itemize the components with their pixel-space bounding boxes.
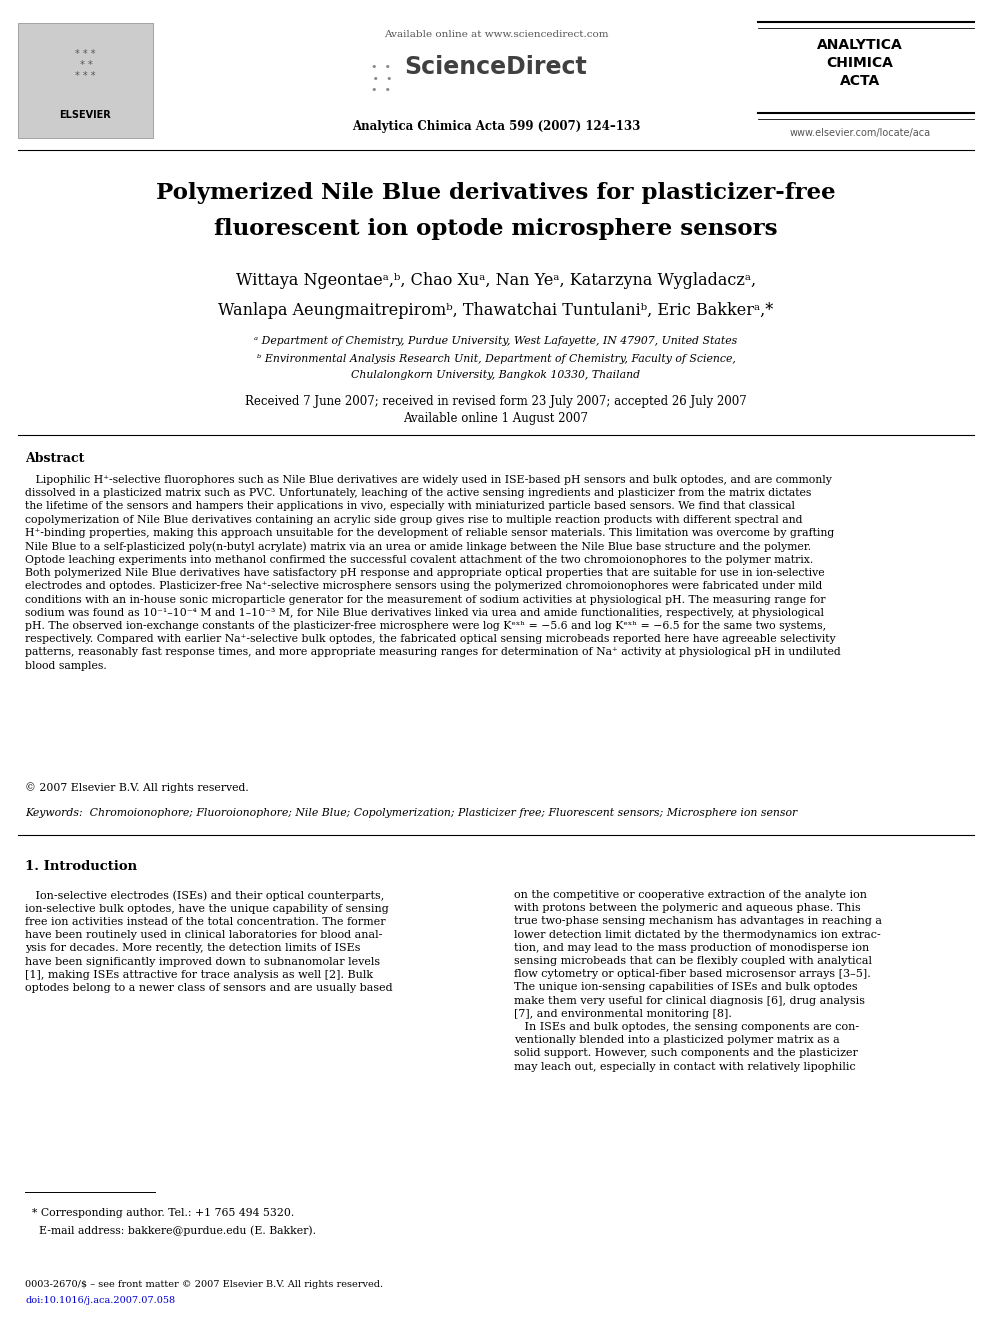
Text: 0003-2670/$ – see front matter © 2007 Elsevier B.V. All rights reserved.: 0003-2670/$ – see front matter © 2007 El… (25, 1279, 383, 1289)
Text: © 2007 Elsevier B.V. All rights reserved.: © 2007 Elsevier B.V. All rights reserved… (25, 782, 249, 792)
Text: Available online 1 August 2007: Available online 1 August 2007 (404, 411, 588, 425)
Text: Wittaya Ngeontaeᵃ,ᵇ, Chao Xuᵃ, Nan Yeᵃ, Katarzyna Wygladaczᵃ,: Wittaya Ngeontaeᵃ,ᵇ, Chao Xuᵃ, Nan Yeᵃ, … (236, 273, 756, 288)
Text: ᵃ Department of Chemistry, Purdue University, West Lafayette, IN 47907, United S: ᵃ Department of Chemistry, Purdue Univer… (254, 336, 738, 347)
Text: ANALYTICA
CHIMICA
ACTA: ANALYTICA CHIMICA ACTA (817, 38, 903, 87)
Text: Chulalongkorn University, Bangkok 10330, Thailand: Chulalongkorn University, Bangkok 10330,… (351, 370, 641, 380)
Text: Polymerized Nile Blue derivatives for plasticizer-free: Polymerized Nile Blue derivatives for pl… (156, 183, 836, 204)
Text: 1. Introduction: 1. Introduction (25, 860, 137, 873)
Text: * Corresponding author. Tel.: +1 765 494 5320.: * Corresponding author. Tel.: +1 765 494… (25, 1208, 295, 1218)
Text: ELSEVIER: ELSEVIER (60, 110, 111, 120)
Text: * * *
 * *
* * *: * * * * * * * * (74, 49, 95, 81)
Text: Ion-selective electrodes (ISEs) and their optical counterparts,
ion-selective bu: Ion-selective electrodes (ISEs) and thei… (25, 890, 393, 994)
Text: doi:10.1016/j.aca.2007.07.058: doi:10.1016/j.aca.2007.07.058 (25, 1297, 176, 1304)
Text: Abstract: Abstract (25, 452, 84, 464)
Text: Keywords:  Chromoionophore; Fluoroionophore; Nile Blue; Copolymerization; Plasti: Keywords: Chromoionophore; Fluoroionopho… (25, 808, 798, 818)
Text: Analytica Chimica Acta 599 (2007) 124–133: Analytica Chimica Acta 599 (2007) 124–13… (352, 120, 640, 134)
Text: Available online at www.sciencedirect.com: Available online at www.sciencedirect.co… (384, 30, 608, 38)
Text: Wanlapa Aeungmaitrepiromᵇ, Thawatchai Tuntulaniᵇ, Eric Bakkerᵃ,*: Wanlapa Aeungmaitrepiromᵇ, Thawatchai Tu… (218, 302, 774, 319)
Text: Received 7 June 2007; received in revised form 23 July 2007; accepted 26 July 20: Received 7 June 2007; received in revise… (245, 396, 747, 407)
Text: fluorescent ion optode microsphere sensors: fluorescent ion optode microsphere senso… (214, 218, 778, 239)
Text: www.elsevier.com/locate/aca: www.elsevier.com/locate/aca (790, 128, 930, 138)
Text: •  •
 •  •
•  •: • • • • • • (369, 62, 393, 95)
Bar (18, 22, 153, 138)
Text: ScienceDirect: ScienceDirect (405, 56, 587, 79)
Text: E-mail address: bakkere@purdue.edu (E. Bakker).: E-mail address: bakkere@purdue.edu (E. B… (25, 1225, 316, 1236)
Text: Lipophilic H⁺-selective fluorophores such as Nile Blue derivatives are widely us: Lipophilic H⁺-selective fluorophores suc… (25, 475, 841, 671)
Text: ᵇ Environmental Analysis Research Unit, Department of Chemistry, Faculty of Scie: ᵇ Environmental Analysis Research Unit, … (257, 355, 735, 364)
Text: on the competitive or cooperative extraction of the analyte ion
with protons bet: on the competitive or cooperative extrac… (514, 890, 882, 1072)
